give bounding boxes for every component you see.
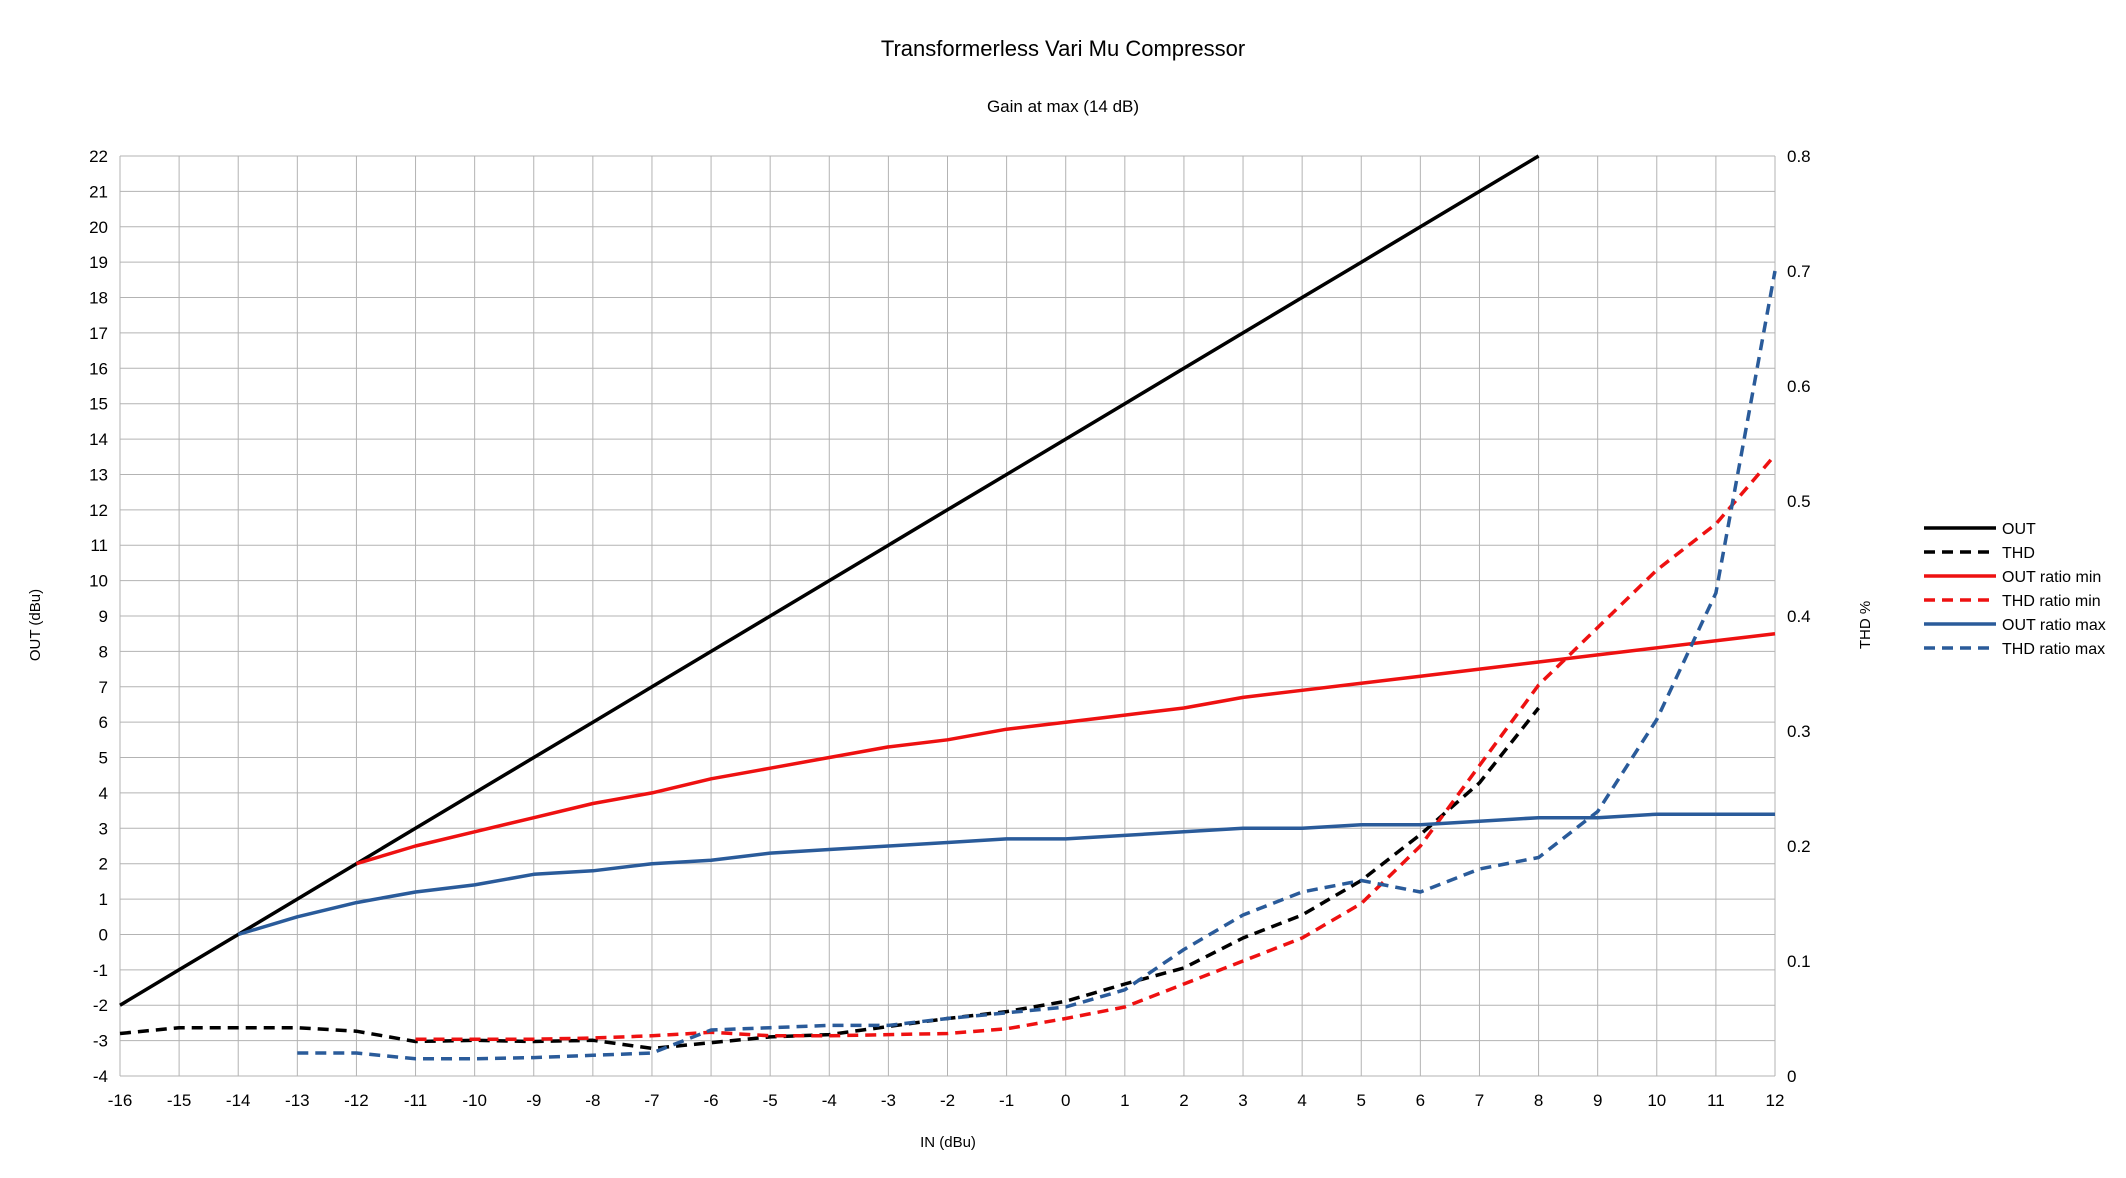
x-tick-label: -9 — [526, 1091, 541, 1110]
x-tick-label: 10 — [1647, 1091, 1666, 1110]
y2-tick-label: 0.1 — [1787, 952, 1811, 971]
y-tick-label: 13 — [89, 465, 108, 484]
y-tick-label: 17 — [89, 324, 108, 343]
y-tick-label: 20 — [89, 218, 108, 237]
y-tick-label: 15 — [89, 395, 108, 414]
x-tick-label: 6 — [1416, 1091, 1425, 1110]
y-tick-label: 7 — [99, 678, 108, 697]
x-tick-label: -12 — [344, 1091, 369, 1110]
y-tick-label: 12 — [89, 501, 108, 520]
y2-tick-label: 0.6 — [1787, 377, 1811, 396]
y-tick-label: 4 — [99, 784, 108, 803]
legend-label-out-ratio-max: OUT ratio max — [2002, 617, 2106, 634]
x-tick-label: 11 — [1707, 1091, 1725, 1110]
series-layer — [119, 154, 1777, 1061]
legend-label-thd: THD — [2002, 545, 2035, 562]
y-tick-label: 9 — [99, 607, 108, 626]
x-tick-label: 8 — [1534, 1091, 1543, 1110]
series-line-thd-ratio-min — [415, 453, 1777, 1041]
grid — [119, 155, 1776, 1077]
y-tick-label: -4 — [93, 1067, 108, 1086]
x-tick-label: 1 — [1120, 1091, 1129, 1110]
x-tick-label: -3 — [881, 1091, 896, 1110]
y-axis-title: OUT (dBu) — [27, 589, 44, 661]
x-tick-label: -8 — [585, 1091, 600, 1110]
y-tick-label: -1 — [93, 961, 108, 980]
series-line-out-ratio-max — [237, 812, 1775, 937]
x-tick-label: -1 — [999, 1091, 1014, 1110]
y-tick-label: 19 — [89, 253, 108, 272]
y-tick-label: 1 — [99, 890, 108, 909]
x-tick-label: 9 — [1593, 1091, 1602, 1110]
x-tick-label: -4 — [822, 1091, 837, 1110]
x-tick-label: 12 — [1766, 1091, 1785, 1110]
legend: OUT THD OUT ratio min THD ratio min OUT rati… — [1924, 521, 2106, 658]
y-tick-label: 18 — [89, 289, 108, 308]
y2-tick-label: 0.5 — [1787, 492, 1811, 511]
series-line-thd-ratio-max — [297, 270, 1777, 1061]
x-tick-label: 3 — [1238, 1091, 1247, 1110]
y-tick-label: 3 — [99, 819, 108, 838]
x-tick-label: 7 — [1475, 1091, 1484, 1110]
y-tick-label: 14 — [89, 430, 108, 449]
x-tick-label: 2 — [1179, 1091, 1188, 1110]
y2-axis-title: THD % — [1857, 601, 1874, 649]
y-tick-label: 16 — [89, 359, 108, 378]
y-tick-label: 10 — [89, 572, 108, 591]
chart-title: Transformerless Vari Mu Compressor — [881, 36, 1245, 61]
x-tick-label: -11 — [404, 1091, 427, 1110]
x-tick-label: -2 — [940, 1091, 955, 1110]
legend-label-thd-ratio-min: THD ratio min — [2002, 593, 2101, 610]
y2-tick-label: 0.3 — [1787, 722, 1811, 741]
y2-tick-label: 0 — [1787, 1067, 1796, 1086]
legend-label-out: OUT — [2002, 521, 2036, 538]
y2-tick-label: 0.8 — [1787, 147, 1811, 166]
x-tick-label: -6 — [704, 1091, 719, 1110]
chart-subtitle: Gain at max (14 dB) — [987, 97, 1139, 116]
y2-tick-label: 0.7 — [1787, 262, 1811, 281]
y-tick-label: 6 — [99, 713, 108, 732]
y-tick-label: 2 — [99, 855, 108, 874]
x-tick-label: 0 — [1061, 1091, 1070, 1110]
y-tick-label: 8 — [99, 642, 108, 661]
y2-tick-label: 0.4 — [1787, 607, 1811, 626]
x-tick-label: -7 — [644, 1091, 659, 1110]
x-tick-label: -15 — [167, 1091, 192, 1110]
x-tick-label: 5 — [1357, 1091, 1366, 1110]
y-tick-label: 21 — [89, 182, 108, 201]
x-tick-label: -13 — [285, 1091, 310, 1110]
x-tick-label: -16 — [108, 1091, 133, 1110]
y-tick-label: 0 — [99, 925, 108, 944]
y-tick-label: 22 — [89, 147, 108, 166]
x-tick-label: -5 — [763, 1091, 778, 1110]
axes: -4-3-2-101234567891011121314151617181920… — [89, 147, 1811, 1110]
x-tick-label: -10 — [462, 1091, 487, 1110]
legend-label-thd-ratio-max: THD ratio max — [2002, 641, 2105, 658]
y-tick-label: 11 — [90, 536, 108, 555]
x-tick-label: -14 — [226, 1091, 251, 1110]
y-tick-label: -3 — [93, 1032, 108, 1051]
x-tick-label: 4 — [1297, 1091, 1306, 1110]
y-tick-label: -2 — [93, 996, 108, 1015]
y2-tick-label: 0.2 — [1787, 837, 1811, 856]
y-tick-label: 5 — [99, 749, 108, 768]
x-axis-title: IN (dBu) — [920, 1134, 976, 1151]
legend-label-out-ratio-min: OUT ratio min — [2002, 569, 2101, 586]
series-line-out-ratio-min — [355, 631, 1776, 866]
